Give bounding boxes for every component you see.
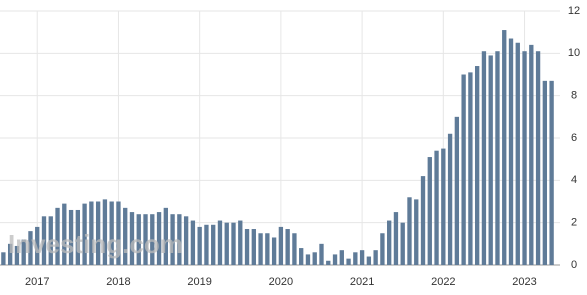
bar (522, 51, 527, 265)
bar (366, 256, 372, 265)
bar (387, 220, 392, 265)
bar (488, 55, 493, 266)
bar (55, 207, 60, 265)
bar (502, 30, 507, 265)
bar (332, 254, 338, 265)
bar (441, 148, 446, 265)
y-tick-label: 6 (571, 132, 577, 144)
bar (211, 224, 216, 265)
bar (265, 233, 270, 265)
bar (129, 212, 135, 265)
bar (278, 226, 284, 265)
bar (238, 220, 243, 265)
bar (14, 245, 20, 265)
bar (163, 207, 168, 265)
bar (170, 214, 175, 265)
bar (204, 224, 209, 265)
bar (447, 133, 453, 265)
bar (183, 216, 189, 265)
watermark: Investing.com (8, 229, 183, 259)
bar (414, 199, 419, 265)
bar (495, 51, 500, 265)
bar (326, 260, 331, 265)
bar (28, 231, 33, 265)
bar (156, 212, 162, 265)
bar (244, 229, 250, 265)
bar (123, 207, 128, 265)
bar (339, 250, 344, 265)
bar (197, 226, 202, 265)
bar (312, 252, 317, 265)
bar (116, 201, 121, 265)
bar (529, 44, 534, 265)
y-tick-label: 10 (568, 47, 580, 59)
y-tick-label: 0 (571, 259, 577, 271)
bar (21, 239, 26, 265)
bar (258, 233, 263, 265)
bar (75, 209, 81, 265)
x-tick-label: 2017 (25, 276, 49, 288)
bar (393, 212, 399, 265)
bar (468, 72, 473, 265)
bar (150, 214, 155, 265)
bar (102, 199, 108, 265)
bar (217, 220, 223, 265)
bar (285, 229, 290, 265)
bar (474, 66, 480, 266)
bar (373, 250, 378, 265)
bar (305, 254, 311, 265)
bar (454, 116, 460, 265)
bar (177, 214, 182, 265)
y-tick-label: 2 (571, 217, 577, 229)
bar (359, 250, 365, 265)
bar (420, 176, 426, 265)
bar (427, 157, 432, 265)
y-tick-label: 12 (568, 5, 580, 17)
bar (515, 42, 520, 265)
x-tick-label: 2018 (106, 276, 130, 288)
bar (231, 222, 236, 265)
bar (549, 80, 554, 265)
bar (251, 229, 256, 265)
y-tick-label: 4 (571, 174, 577, 186)
bar (7, 243, 13, 265)
x-tick-label: 2023 (512, 276, 536, 288)
bar (481, 51, 487, 265)
x-tick-label: 2021 (350, 276, 374, 288)
x-tick-label: 2019 (187, 276, 211, 288)
bar (35, 226, 40, 265)
bar (41, 216, 47, 265)
y-tick-label: 8 (571, 90, 577, 102)
bar (508, 38, 514, 266)
bar (95, 201, 101, 265)
bar (535, 51, 541, 265)
bar (48, 216, 53, 265)
x-tick-label: 2022 (431, 276, 455, 288)
bar (407, 197, 412, 265)
bar (190, 220, 196, 265)
bar (82, 203, 87, 265)
x-tick-label: 2020 (269, 276, 293, 288)
bar (380, 233, 385, 265)
bar (461, 74, 466, 265)
bar (271, 237, 277, 265)
bar (1, 252, 6, 265)
bar (62, 203, 67, 265)
bar (400, 222, 405, 265)
bar (89, 201, 94, 265)
bar (353, 252, 358, 265)
bar (136, 214, 141, 265)
bar (109, 201, 114, 265)
bar (346, 258, 351, 265)
bar (542, 80, 548, 265)
bar (319, 243, 324, 265)
bar (292, 233, 297, 265)
bar (299, 248, 304, 265)
bar (68, 209, 74, 265)
bar (224, 222, 229, 265)
bar (434, 150, 439, 265)
bar (143, 214, 148, 265)
